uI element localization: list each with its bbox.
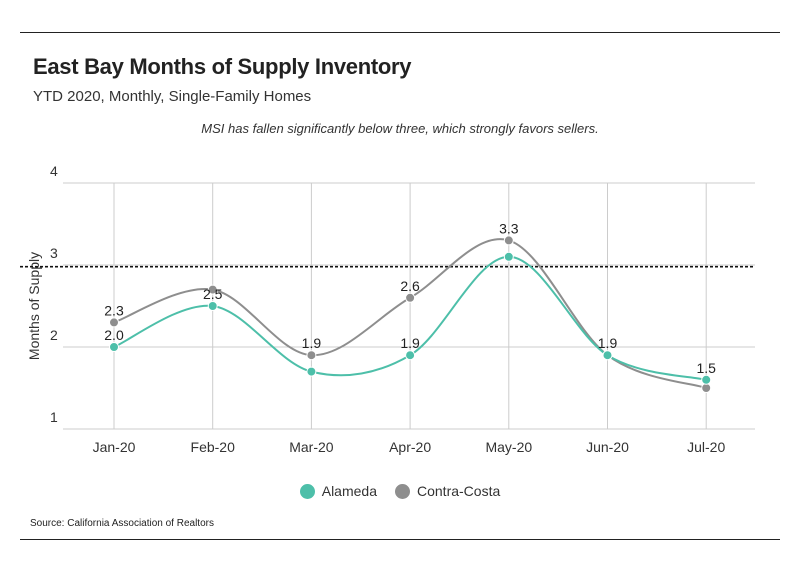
legend-swatch-contra-costa (395, 483, 410, 499)
data-point-contra-costa (503, 235, 514, 246)
data-point-alameda (306, 366, 317, 377)
data-label: 2.0 (104, 327, 124, 343)
data-point-contra-costa (109, 317, 119, 328)
data-point-alameda (207, 301, 218, 311)
x-tick-label: Jan-20 (93, 439, 136, 455)
data-label: 3.3 (499, 220, 519, 236)
legend-label-contra-costa: Contra-Costa (417, 483, 501, 499)
data-label: 1.9 (400, 335, 420, 351)
x-tick-label: Jul-20 (687, 439, 725, 455)
top-rule (20, 32, 780, 33)
data-label: 2.3 (104, 302, 124, 318)
source-note: Source: California Association of Realto… (30, 518, 214, 529)
y-tick-label: 1 (50, 409, 58, 425)
data-point-contra-costa (306, 350, 317, 361)
chart-legend: Alameda Contra-Costa (0, 483, 800, 499)
x-tick-label: Apr-20 (389, 439, 431, 455)
legend-swatch-alameda (299, 483, 315, 499)
legend-label-alameda: Alameda (321, 483, 377, 499)
x-tick-label: May-20 (485, 439, 532, 455)
data-point-alameda (701, 374, 712, 385)
data-point-alameda (602, 350, 613, 361)
data-label: 1.9 (302, 335, 322, 351)
x-tick-label: Mar-20 (289, 439, 334, 455)
legend-item-alameda: Alameda (299, 483, 377, 499)
y-tick-label: 4 (50, 163, 58, 179)
data-label: 1.9 (598, 335, 618, 351)
y-tick-label: 3 (50, 245, 58, 261)
data-point-alameda (503, 251, 514, 262)
data-point-contra-costa (701, 383, 712, 393)
x-tick-label: Feb-20 (191, 439, 236, 455)
data-point-alameda (405, 350, 416, 361)
data-label: 2.5 (203, 286, 223, 302)
data-point-contra-costa (405, 292, 416, 303)
legend-item-contra-costa: Contra-Costa (395, 483, 500, 499)
x-tick-label: Jun-20 (586, 439, 629, 455)
data-point-contra-costa (207, 284, 218, 295)
chart-annotation: MSI has fallen significantly below three… (201, 121, 599, 136)
y-axis-label: Months of Supply (26, 252, 42, 360)
y-tick-label: 2 (50, 327, 58, 343)
data-label: 2.6 (400, 278, 420, 294)
data-label: 1.5 (696, 360, 716, 376)
chart-subtitle: YTD 2020, Monthly, Single-Family Homes (33, 88, 312, 105)
bottom-rule (20, 539, 780, 540)
data-point-alameda (109, 342, 119, 352)
chart-title: East Bay Months of Supply Inventory (33, 54, 412, 79)
